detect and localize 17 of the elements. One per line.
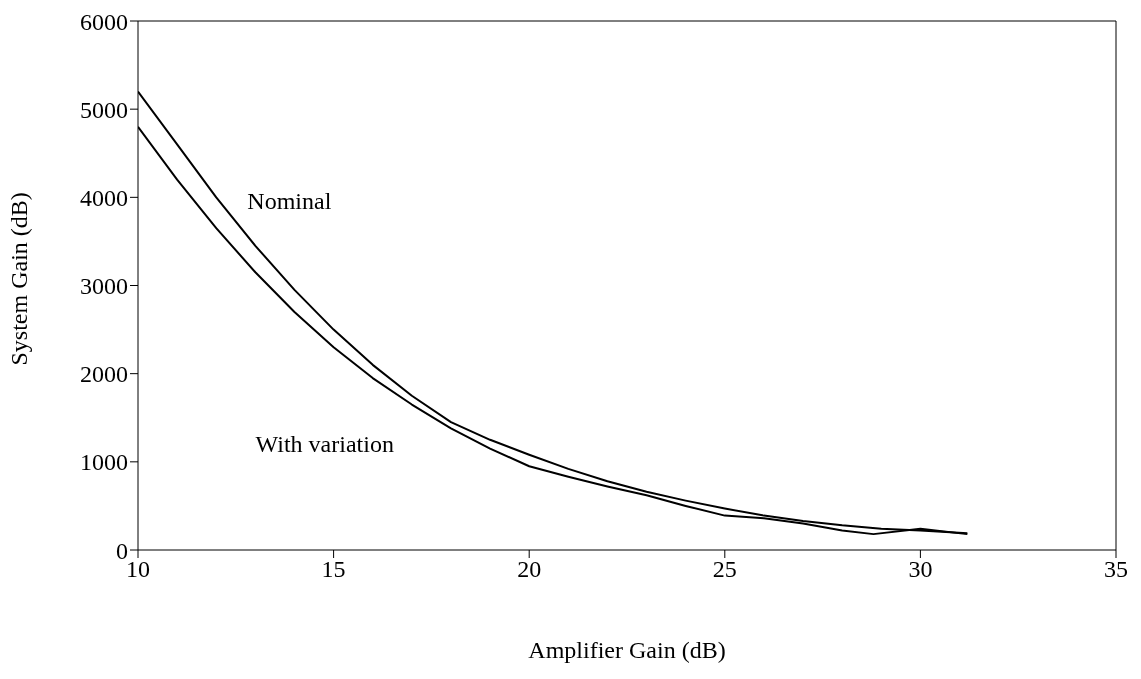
series-label: Nominal [247, 187, 332, 214]
y-tick-label: 1000 [80, 449, 128, 476]
x-tick-label: 25 [712, 556, 737, 583]
y-tick-label: 0 [116, 537, 128, 564]
x-tick-label: 35 [1104, 556, 1128, 583]
y-tick-label: 5000 [80, 96, 128, 123]
series-label: With variation [255, 431, 394, 458]
y-axis-title: System Gain (dB) [5, 192, 32, 366]
x-axis-title: Amplifier Gain (dB) [528, 637, 726, 663]
x-tick-label: 30 [908, 556, 933, 583]
y-tick-label: 6000 [80, 8, 128, 35]
y-tick-label: 4000 [80, 184, 128, 211]
y-tick-label: 2000 [80, 361, 128, 388]
x-tick-label: 20 [517, 556, 542, 583]
x-tick-label: 10 [126, 556, 150, 583]
x-tick-label: 15 [321, 556, 346, 583]
y-tick-label: 3000 [80, 273, 128, 300]
